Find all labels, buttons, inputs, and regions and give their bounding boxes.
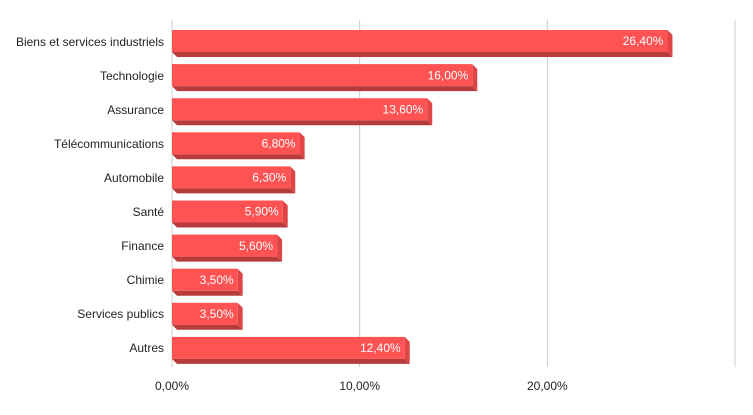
y-tick-label: Autres <box>129 341 164 356</box>
bar-face <box>172 324 243 330</box>
x-tick-label: 10,00% <box>339 379 380 393</box>
value-label: 6,80% <box>262 136 296 150</box>
bar-face <box>172 268 238 291</box>
value-label: 3,50% <box>200 273 234 287</box>
bar <box>172 64 478 92</box>
bar <box>172 200 288 228</box>
bar-face <box>172 290 243 296</box>
value-label: 3,50% <box>200 307 234 321</box>
value-label: 5,90% <box>245 205 279 219</box>
bar <box>172 98 433 126</box>
bar-face <box>172 200 283 223</box>
bar-face <box>282 200 288 228</box>
y-tick-label: Technologie <box>99 68 164 83</box>
bar-face <box>172 98 428 121</box>
bar <box>172 166 296 194</box>
bar-face <box>172 52 673 57</box>
bar-face <box>172 256 283 262</box>
bar-face <box>172 336 405 359</box>
bar <box>172 234 283 262</box>
bar-face <box>404 336 410 364</box>
bar-face <box>172 120 433 126</box>
bar-face <box>172 64 473 87</box>
bar <box>172 336 410 364</box>
bar-face <box>299 132 305 160</box>
y-tick-label: Télécommunications <box>53 136 164 151</box>
bar <box>172 30 673 57</box>
bar-face <box>427 98 433 126</box>
bar-face <box>172 234 278 257</box>
y-tick-label: Assurance <box>107 102 164 117</box>
bar-face <box>172 358 410 364</box>
value-label: 13,60% <box>383 102 424 116</box>
bar-face <box>290 166 296 194</box>
bar-face <box>172 188 296 194</box>
y-tick-label: Santé <box>132 205 164 219</box>
bar-face <box>472 64 478 92</box>
value-label: 26,40% <box>623 34 664 48</box>
bar-face <box>172 154 305 160</box>
bar-face <box>172 166 291 189</box>
bar <box>172 302 243 330</box>
bar-face <box>172 302 238 325</box>
y-tick-label: Services publics <box>77 307 164 322</box>
y-tick-label: Finance <box>121 239 164 254</box>
value-label: 16,00% <box>428 68 469 82</box>
x-tick-label: 20,00% <box>527 379 568 393</box>
bar-face <box>172 132 300 155</box>
y-tick-label: Chimie <box>126 273 164 288</box>
x-tick-label: 0,00% <box>155 379 189 393</box>
bar-face <box>172 222 288 228</box>
bar-face <box>172 30 668 52</box>
bar-face <box>667 30 673 57</box>
value-label: 6,30% <box>252 171 286 185</box>
bar-face <box>277 234 283 262</box>
y-tick-label: Biens et services industriels <box>15 34 164 49</box>
value-label: 12,40% <box>360 341 401 355</box>
bar-face <box>237 302 243 330</box>
value-label: 5,60% <box>239 239 273 253</box>
y-tick-label: Automobile <box>103 170 164 185</box>
bar <box>172 132 305 160</box>
bar <box>172 268 243 296</box>
bar-face <box>172 86 478 92</box>
bar-face <box>237 268 243 296</box>
